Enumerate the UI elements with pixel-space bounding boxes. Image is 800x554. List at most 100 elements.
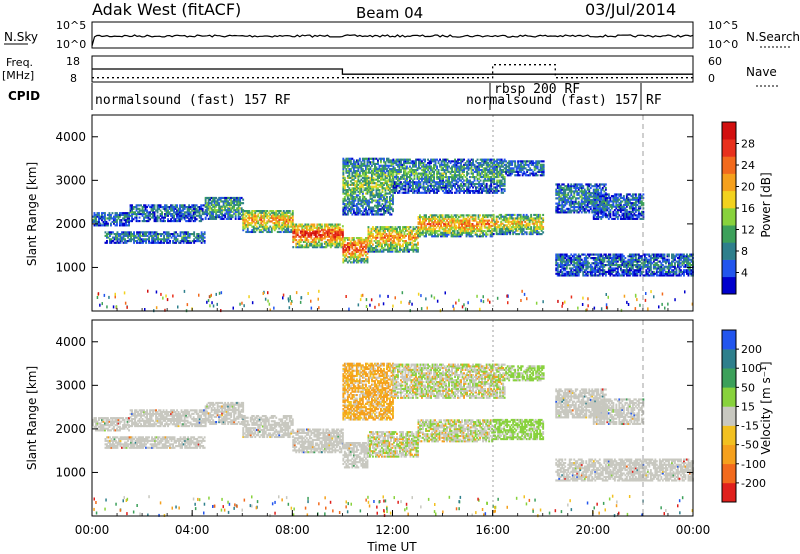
echo-cell (200, 216, 203, 219)
echo-cell (131, 214, 133, 217)
echo-cell (530, 213, 533, 217)
nsky-tick-top: 10^5 (56, 19, 86, 32)
echo-cell (150, 216, 153, 219)
echo-cell (395, 174, 398, 177)
echo-cell (472, 172, 474, 175)
echo-cell (406, 233, 409, 236)
echo-cell (418, 181, 420, 184)
echo-cell (365, 187, 367, 190)
echo-cell (511, 167, 514, 170)
echo-cell (470, 165, 473, 168)
echo-cell (363, 203, 366, 206)
echo-cell (264, 215, 267, 218)
echo-cell (96, 220, 99, 223)
echo-cell (140, 238, 143, 241)
echo-cell (400, 158, 402, 161)
echo-cell (191, 204, 194, 207)
echo-cell (301, 226, 304, 230)
echo-cell (388, 231, 391, 234)
echo-cell (381, 203, 384, 206)
echo-cell (502, 174, 505, 177)
echo-cell (457, 167, 459, 170)
echo-cell (427, 169, 429, 172)
echo-cell (292, 223, 295, 226)
echo-cell (387, 189, 390, 192)
echo-cell (431, 228, 433, 231)
echo-cell (383, 159, 385, 162)
echo-cell (200, 238, 203, 241)
echo-cell (531, 219, 534, 222)
echo-cell (494, 163, 497, 166)
echo-cell (354, 187, 357, 190)
echo-cell (329, 242, 332, 245)
echo-cell (152, 240, 155, 243)
echo-cell (470, 167, 473, 170)
echo-cell (133, 233, 135, 236)
echo-cell (422, 169, 425, 172)
echo-cell (502, 177, 505, 180)
echo-cell (128, 238, 131, 241)
echo-cell (380, 173, 382, 176)
echo-cell (168, 211, 171, 214)
echo-cell (212, 203, 215, 207)
echo-cell (357, 162, 360, 166)
echo-cell (378, 197, 381, 200)
echo-cell (242, 225, 245, 228)
echo-cell (210, 216, 213, 219)
echo-cell (248, 222, 251, 225)
echo-cell (383, 196, 385, 199)
echo-cell (449, 191, 452, 194)
echo-cell (381, 226, 383, 229)
echo-cell (282, 230, 285, 234)
echo-cell (470, 228, 472, 231)
echo-cell (166, 238, 168, 241)
echo-cell (420, 224, 423, 227)
echo-cell (428, 216, 430, 219)
echo-cell (365, 169, 367, 173)
echo-cell (445, 167, 447, 170)
echo-cell (340, 239, 343, 242)
echo-cell (254, 216, 257, 220)
echo-cell (207, 198, 210, 201)
echo-cell (296, 232, 299, 235)
echo-cell (378, 189, 381, 192)
echo-cell (404, 172, 407, 175)
echo-cell (394, 191, 396, 194)
echo-cell (345, 189, 348, 192)
echo-cell (133, 238, 135, 241)
echo-cell (390, 185, 393, 188)
echo-cell (366, 164, 369, 167)
echo-cell (170, 233, 173, 236)
echo-cell (168, 220, 171, 223)
echo-cell (478, 177, 480, 180)
echo-cell (317, 239, 320, 242)
echo-cell (447, 221, 450, 224)
echo-cell (363, 176, 366, 179)
echo-cell (491, 233, 494, 236)
echo-cell (416, 189, 419, 193)
echo-cell (419, 233, 421, 236)
echo-cell (393, 245, 395, 248)
echo-cell (358, 259, 361, 262)
echo-cell (412, 236, 415, 239)
echo-cell (392, 196, 394, 199)
echo-cell (381, 183, 384, 186)
echo-cell (371, 164, 373, 167)
echo-cell (381, 166, 384, 169)
echo-cell (440, 214, 442, 217)
echo-cell (207, 207, 210, 210)
echo-cell (476, 169, 479, 172)
echo-cell (189, 214, 192, 217)
echo-cell (360, 257, 363, 261)
echo-cell (467, 186, 470, 189)
echo-cell (415, 163, 417, 166)
echo-cell (128, 233, 131, 236)
echo-cell (382, 250, 385, 253)
echo-cell (389, 175, 391, 178)
echo-cell (143, 240, 146, 243)
echo-cell (249, 223, 252, 227)
echo-cell (457, 184, 459, 187)
echo-cell (521, 215, 524, 218)
echo-cell (453, 226, 456, 229)
echo-cell (458, 179, 461, 182)
